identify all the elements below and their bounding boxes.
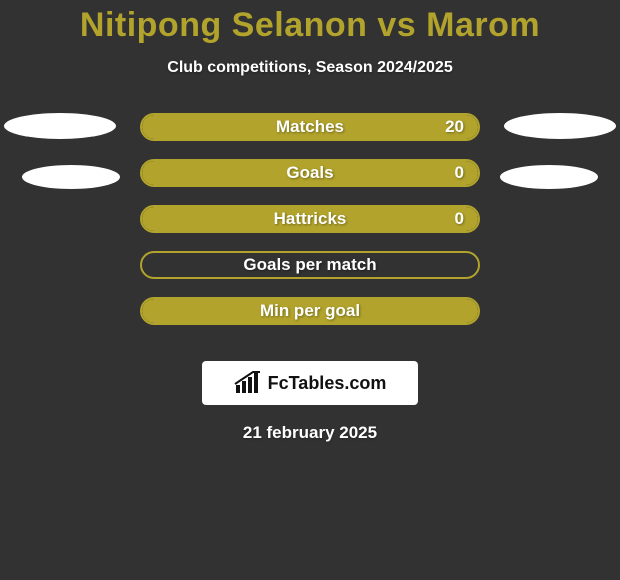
stat-value: 0 — [455, 209, 464, 229]
comparison-infographic: Nitipong Selanon vs Marom Club competiti… — [0, 0, 620, 580]
stat-rows: Matches 20 Goals 0 Hattricks 0 Goals per match… — [140, 113, 480, 343]
source-logo-text: FcTables.com — [268, 373, 387, 394]
source-logo: FcTables.com — [202, 361, 418, 405]
stat-row: Goals per match — [140, 251, 480, 279]
stat-row: Goals 0 — [140, 159, 480, 187]
stat-label: Hattricks — [274, 209, 347, 229]
subtitle: Club competitions, Season 2024/2025 — [0, 59, 620, 77]
stat-label: Goals — [286, 163, 333, 183]
bar-chart-icon — [234, 371, 262, 395]
generated-date: 21 february 2025 — [0, 423, 620, 443]
stat-label: Matches — [276, 117, 344, 137]
stat-value: 0 — [455, 163, 464, 183]
left-player-oval — [22, 165, 120, 189]
stat-value: 20 — [445, 117, 464, 137]
stat-label: Goals per match — [243, 255, 376, 275]
stat-row: Min per goal — [140, 297, 480, 325]
right-player-oval — [504, 113, 616, 139]
chart-area: Matches 20 Goals 0 Hattricks 0 Goals per match… — [0, 113, 620, 353]
left-player-oval — [4, 113, 116, 139]
stat-label: Min per goal — [260, 301, 360, 321]
stat-row: Hattricks 0 — [140, 205, 480, 233]
page-title: Nitipong Selanon vs Marom — [0, 0, 620, 45]
right-player-oval — [500, 165, 598, 189]
stat-row: Matches 20 — [140, 113, 480, 141]
